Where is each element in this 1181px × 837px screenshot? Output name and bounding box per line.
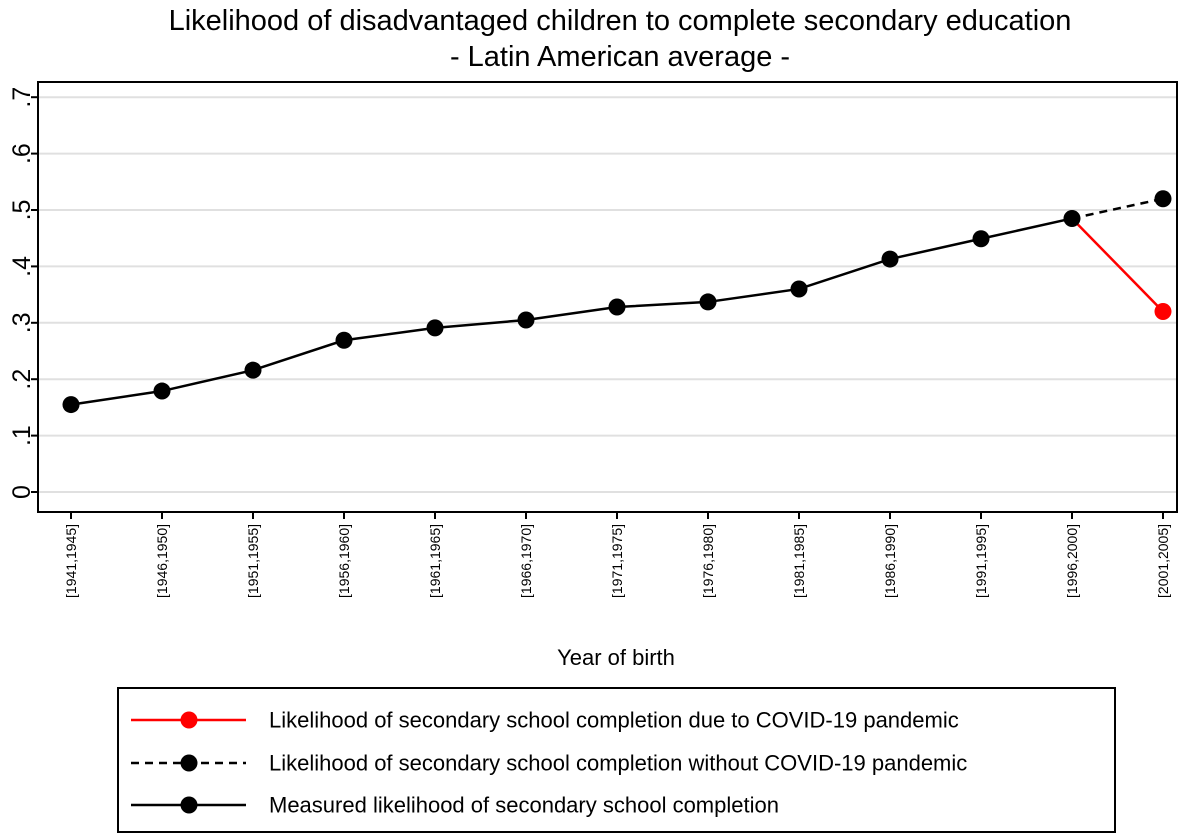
x-tick-label: [1981,1985] xyxy=(791,524,807,598)
x-tick-label: [1946,1950] xyxy=(154,524,170,598)
data-point xyxy=(881,250,899,268)
y-tick-label: .4 xyxy=(8,256,36,277)
x-axis-label: Year of birth xyxy=(557,645,675,670)
x-tick-label: [1991,1995] xyxy=(973,524,989,598)
x-tick-labels: [1941,1945] [1946,1950] [1951,1955] [1956,1… xyxy=(63,524,1171,598)
y-tick-label: 0 xyxy=(8,485,36,499)
x-tick-label: [1956,1960] xyxy=(336,524,352,598)
data-point xyxy=(1154,190,1172,208)
legend-marker xyxy=(180,711,198,729)
legend: Likelihood of secondary school completio… xyxy=(117,687,1116,833)
legend-label: Measured likelihood of secondary school … xyxy=(269,793,779,818)
y-tick-labels: 0 .1 .2 .3 .4 .5 .6 .7 xyxy=(8,87,36,499)
chart-subtitle: - Latin American average - xyxy=(450,41,790,73)
legend-marker xyxy=(180,754,198,772)
y-tick-label: .6 xyxy=(8,143,36,164)
data-point xyxy=(62,396,80,414)
x-tick-label: [1961,1965] xyxy=(427,524,443,598)
x-tick-label: [1996,2000] xyxy=(1064,524,1080,598)
x-tick-label: [1986,1990] xyxy=(882,524,898,598)
data-point xyxy=(517,311,535,329)
data-point xyxy=(335,331,353,349)
series-line xyxy=(70,217,1073,406)
data-point xyxy=(1063,209,1081,227)
series-lines xyxy=(70,197,1164,406)
plot-frame xyxy=(37,81,1178,513)
y-tick-label: .7 xyxy=(8,87,36,108)
x-tick-label: [1951,1955] xyxy=(245,524,261,598)
x-tick-label: [1976,1980] xyxy=(700,524,716,598)
x-tick-label: [1971,1975] xyxy=(609,524,625,598)
data-point xyxy=(244,361,262,379)
series-line xyxy=(1071,197,1164,220)
data-point xyxy=(608,298,626,316)
y-tick-label: .3 xyxy=(8,312,36,333)
y-tick-label: .5 xyxy=(8,200,36,221)
x-tick-label: [2001,2005] xyxy=(1155,524,1171,598)
data-point xyxy=(1154,303,1172,321)
x-tick-label: [1966,1970] xyxy=(518,524,534,598)
data-point xyxy=(426,319,444,337)
x-tick-label: [1941,1945] xyxy=(63,524,79,598)
chart-title: Likelihood of disadvantaged children to … xyxy=(169,5,1072,37)
series-line xyxy=(1071,217,1164,313)
legend-label: Likelihood of secondary school completio… xyxy=(269,751,967,776)
legend-marker xyxy=(180,796,198,814)
data-point xyxy=(699,293,717,311)
data-points xyxy=(62,190,1172,414)
axes xyxy=(31,81,1178,519)
legend-label: Likelihood of secondary school completio… xyxy=(269,708,959,733)
data-point xyxy=(790,280,808,298)
y-tick-label: .2 xyxy=(8,369,36,390)
data-point xyxy=(153,382,171,400)
data-point xyxy=(972,230,990,248)
legend-box xyxy=(117,687,1116,833)
grid-lines xyxy=(39,96,1176,493)
legend-items: Likelihood of secondary school completio… xyxy=(131,708,967,818)
y-tick-label: .1 xyxy=(8,425,36,446)
